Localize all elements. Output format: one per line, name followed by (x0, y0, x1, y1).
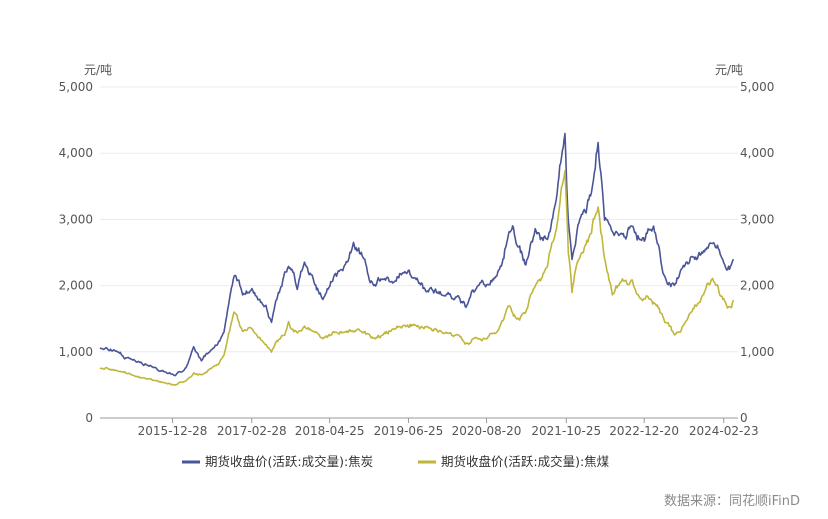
right-tick-label: 2,000 (740, 279, 774, 293)
x-tick-label: 2018-04-25 (295, 424, 365, 438)
x-tick-label: 2021-10-25 (531, 424, 601, 438)
right-tick-label: 4,000 (740, 146, 774, 160)
x-axis: 2015-12-28 2017-02-28 2018-04-25 2019-06-25… (100, 417, 759, 438)
left-tick-label: 4,000 (59, 146, 93, 160)
right-y-axis: 0 1,000 2,000 3,000 4,000 5,000 (740, 80, 774, 425)
left-tick-label: 0 (85, 411, 93, 425)
left-tick-label: 1,000 (59, 345, 93, 359)
x-tick-label: 2020-08-20 (452, 424, 522, 438)
grid-lines (100, 86, 738, 353)
series-lines (99, 132, 735, 386)
left-tick-label: 3,000 (59, 212, 93, 226)
left-y-axis: 0 1,000 2,000 3,000 4,000 5,000 (59, 80, 93, 425)
right-axis-unit: 元/吨 (715, 63, 743, 77)
x-tick-label: 2017-02-28 (217, 424, 287, 438)
legend-label-coking-coal[interactable]: 期货收盘价(活跃:成交量):焦煤 (441, 454, 610, 469)
x-tick-label: 2024-02-23 (689, 424, 759, 438)
legend-label-coke[interactable]: 期货收盘价(活跃:成交量):焦炭 (205, 454, 373, 469)
series-line-0 (99, 132, 735, 377)
series-line-1 (99, 170, 735, 386)
legend: 期货收盘价(活跃:成交量):焦炭 期货收盘价(活跃:成交量):焦煤 (182, 454, 610, 469)
right-tick-label: 1,000 (740, 345, 774, 359)
x-tick-label: 2022-12-20 (609, 424, 679, 438)
left-axis-unit: 元/吨 (84, 63, 112, 77)
left-tick-label: 5,000 (59, 80, 93, 94)
data-source-text: 数据来源：同花顺iFinD (663, 494, 800, 509)
right-tick-label: 5,000 (740, 80, 774, 94)
x-tick-label: 2015-12-28 (138, 424, 208, 438)
right-tick-label: 0 (740, 411, 748, 425)
left-tick-label: 2,000 (59, 279, 93, 293)
x-tick-label: 2019-06-25 (374, 424, 444, 438)
right-tick-label: 3,000 (740, 212, 774, 226)
